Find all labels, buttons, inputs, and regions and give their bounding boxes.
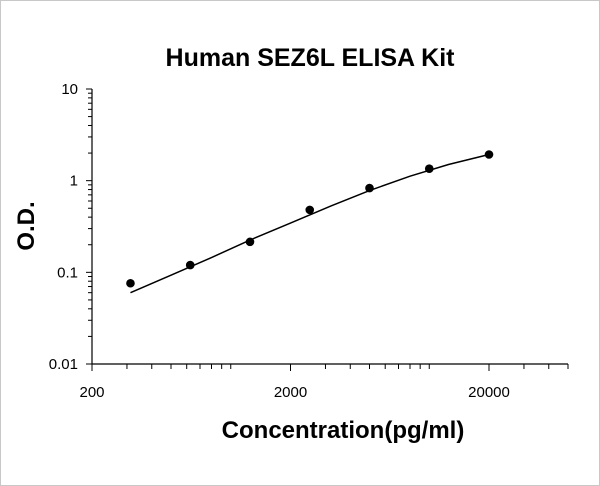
tick-labels: 0.01 0.1 1 10 200 2000 20000: [49, 81, 510, 401]
data-points: [126, 150, 494, 288]
data-point: [365, 183, 374, 193]
y-tick-label: 1: [70, 173, 78, 190]
data-point: [305, 205, 315, 215]
data-point: [484, 150, 494, 159]
x-tick-label: 2000: [274, 384, 307, 401]
axes: [91, 89, 568, 365]
y-tick-label: 10: [61, 81, 78, 98]
y-axis-label: O.D.: [13, 201, 40, 250]
x-axis-label: Concentration(pg/ml): [222, 417, 465, 444]
x-tick-label: 20000: [468, 384, 510, 401]
fit-curve: [130, 153, 490, 294]
data-point: [424, 164, 434, 174]
minor-ticks: [86, 88, 569, 371]
chart-title: Human SEZ6L ELISA Kit: [166, 44, 456, 72]
data-point: [126, 278, 135, 288]
y-tick-label: 0.1: [57, 264, 78, 281]
x-tick-label: 200: [79, 384, 104, 401]
y-tick-label: 0.01: [49, 356, 78, 373]
data-point: [185, 260, 195, 270]
data-point: [245, 237, 255, 247]
